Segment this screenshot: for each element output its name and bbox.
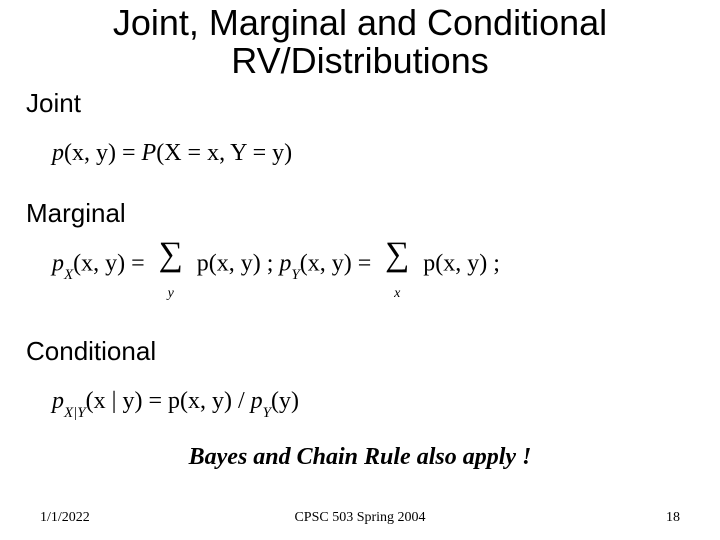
sum-index-y: y [153, 286, 189, 302]
inner-pxy-2: p(x, y) [423, 251, 487, 277]
eq-sign: = [131, 251, 151, 277]
sym-p: p [279, 251, 291, 277]
inner-pxy: p(x, y) [197, 251, 261, 277]
separator: ; [267, 251, 280, 277]
eq-sign: = [148, 388, 168, 414]
sub-x-given-y: X|Y [64, 405, 86, 421]
sum-over-x: ∑ x [379, 242, 415, 288]
sym-p: p [52, 140, 64, 166]
section-heading-marginal: Marginal [26, 198, 126, 229]
footer-page-number: 18 [666, 510, 680, 526]
eq-sign-2: = [358, 251, 378, 277]
sym-big-p: P [142, 140, 157, 166]
rhs-pxy: p(x, y) [168, 388, 232, 414]
args-x-given-y: (x | y) [86, 388, 143, 414]
separator-2: ; [493, 251, 500, 277]
args-y: (y) [271, 388, 299, 414]
title-line-1: Joint, Marginal and Conditional [113, 2, 607, 43]
args-xy-2: (x, y) [300, 251, 352, 277]
formula-marginal: pX(x, y) = ∑ y p(x, y) ; pY(x, y) = ∑ x … [52, 242, 500, 288]
sigma-icon: ∑ [379, 238, 415, 272]
sub-y: Y [291, 267, 299, 283]
bayes-note: Bayes and Chain Rule also apply ! [0, 444, 720, 471]
sym-p: p [52, 388, 64, 414]
sym-p: p [251, 388, 263, 414]
args-xy: (x, y) [64, 140, 116, 166]
slash: / [238, 388, 251, 414]
sym-p: p [52, 251, 64, 277]
args-xy: (x, y) [73, 251, 125, 277]
title-line-2: RV/Distributions [231, 40, 488, 81]
section-heading-joint: Joint [26, 88, 81, 119]
sigma-icon: ∑ [153, 238, 189, 272]
slide-title: Joint, Marginal and Conditional RV/Distr… [0, 4, 720, 80]
args-prob: (X = x, Y = y) [156, 140, 292, 166]
formula-joint: p(x, y) = P(X = x, Y = y) [52, 140, 292, 167]
slide: Joint, Marginal and Conditional RV/Distr… [0, 0, 720, 540]
sum-index-x: x [379, 286, 415, 302]
eq-sign: = [122, 140, 142, 166]
sub-y: Y [263, 405, 271, 421]
footer-course: CPSC 503 Spring 2004 [0, 510, 720, 526]
formula-conditional: pX|Y(x | y) = p(x, y) / pY(y) [52, 388, 299, 419]
sub-x: X [64, 267, 73, 283]
sum-over-y: ∑ y [153, 242, 189, 288]
section-heading-conditional: Conditional [26, 336, 156, 367]
